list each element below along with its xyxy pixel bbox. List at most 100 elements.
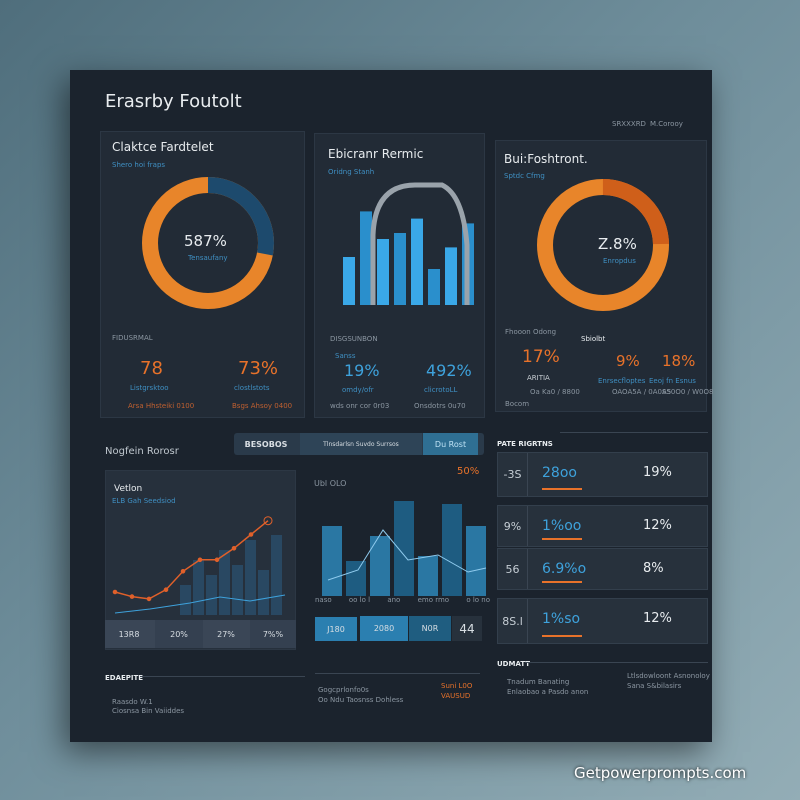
footer-item[interactable]: Sana S&bilasirs bbox=[627, 682, 682, 690]
footer-item[interactable]: Tnadum Banating bbox=[507, 678, 570, 686]
x-tick: oo lo l bbox=[348, 596, 371, 604]
stat-value: 73% bbox=[238, 358, 279, 379]
bar bbox=[411, 218, 423, 305]
footer-item[interactable]: Oo Ndu Taosnss Dohless bbox=[318, 696, 404, 704]
footer-item[interactable]: VAUSUD bbox=[441, 692, 471, 700]
top-link[interactable]: SRXXXRD bbox=[612, 120, 646, 128]
rate-right-value: 12% bbox=[643, 611, 672, 626]
divider bbox=[315, 673, 480, 674]
footer-item[interactable]: Ltlsdowloont Asnonoloy bbox=[627, 672, 710, 680]
line-point bbox=[146, 596, 152, 602]
stat-sub: wds onr cor 0r03 bbox=[330, 402, 390, 410]
tab-item[interactable]: Tlnsdarlsn Suvdo Surrsos bbox=[300, 433, 422, 455]
filter-button[interactable]: N0R bbox=[409, 616, 451, 641]
stat-cell[interactable]: 13R8 bbox=[118, 629, 140, 639]
card-title: Bui:Foshtront. bbox=[504, 152, 588, 166]
watermark: Getpowerprompts.com bbox=[574, 764, 747, 782]
background-bar bbox=[232, 565, 243, 615]
line-point bbox=[197, 557, 203, 563]
card-subtitle: Shero hoi fraps bbox=[112, 161, 166, 169]
filter-button[interactable]: 44 bbox=[452, 616, 482, 641]
rate-row[interactable]: 8S.l 1%so 12% bbox=[497, 598, 708, 644]
bar bbox=[377, 239, 389, 305]
donut-center-label: Enropdus bbox=[603, 257, 636, 265]
donut-center-label: Tensaufany bbox=[188, 254, 228, 262]
line-point bbox=[129, 594, 135, 599]
tab-item-active[interactable]: Du Rost bbox=[423, 433, 478, 455]
rate-row[interactable]: 9% 1%oo 12% bbox=[497, 505, 708, 547]
rate-progress bbox=[542, 581, 582, 583]
card-subtitle: Oridng Stanh bbox=[328, 168, 375, 176]
line-series-blue bbox=[114, 594, 286, 614]
background-bar bbox=[193, 560, 204, 615]
section-title: PATE RIGRTNS bbox=[497, 440, 553, 448]
top-link[interactable]: M.Corooy bbox=[650, 120, 683, 128]
section-label: Sbiolbt bbox=[581, 335, 606, 343]
stat-value: 492% bbox=[426, 361, 472, 380]
rate-value: 1%so bbox=[542, 611, 581, 627]
donut-center-value: Z.8% bbox=[598, 235, 637, 253]
line-point bbox=[248, 532, 254, 537]
card-title: Vetlon bbox=[114, 484, 143, 494]
bar bbox=[322, 526, 342, 596]
rate-key: 9% bbox=[498, 506, 528, 546]
stat-label: Eeoj fn Esnus bbox=[649, 377, 696, 385]
footer-item[interactable]: Raasdo W.1 bbox=[112, 698, 153, 706]
divider bbox=[140, 676, 305, 677]
section-title: UDMATT bbox=[497, 660, 531, 668]
badge: 50% bbox=[457, 466, 480, 477]
section-label: Fhooon Odong bbox=[505, 328, 557, 336]
bar bbox=[442, 504, 462, 596]
donut-segment-dark-orange bbox=[537, 179, 669, 311]
dashboard-title: Erasrby Foutolt bbox=[105, 91, 242, 112]
stat-value: 9% bbox=[616, 352, 640, 370]
stat-cell[interactable]: 7%% bbox=[250, 620, 296, 648]
line-point bbox=[163, 587, 169, 592]
stat-cell[interactable]: 20% bbox=[155, 620, 203, 648]
line-point bbox=[180, 569, 186, 574]
arch-decoration bbox=[370, 182, 470, 305]
section-label: FIDUSRMAL bbox=[112, 334, 153, 342]
rate-progress bbox=[542, 635, 582, 637]
stat-sub: Oa Ka0 / 8800 bbox=[530, 388, 580, 396]
footer-item[interactable]: Ciosnsa Bin Vaiiddes bbox=[112, 707, 185, 715]
stat-value: 17% bbox=[522, 347, 560, 367]
divider bbox=[560, 432, 708, 433]
stat-sub: Onsdotrs 0u70 bbox=[414, 402, 466, 410]
bar bbox=[343, 257, 355, 305]
x-tick: emo rmo bbox=[417, 596, 450, 604]
rate-value: 1%oo bbox=[542, 518, 582, 534]
bar-line-chart bbox=[322, 501, 487, 596]
background-bar bbox=[180, 585, 191, 615]
stat-cell[interactable]: 27% bbox=[217, 629, 235, 639]
line-point bbox=[231, 546, 237, 551]
footer-item[interactable]: Gogcprlonfo0s bbox=[318, 686, 369, 694]
stat-label: ARITIA bbox=[527, 374, 550, 382]
x-tick: ano bbox=[387, 596, 401, 604]
background-bar bbox=[219, 550, 230, 615]
rate-progress bbox=[542, 488, 582, 490]
stat-sub: Bsgs Ahsoy 0400 bbox=[232, 402, 293, 410]
rate-row[interactable]: -3S 28oo 19% bbox=[497, 452, 708, 497]
line-series bbox=[114, 520, 269, 600]
stat-label: Enrsecfloptes bbox=[598, 377, 646, 385]
rate-row[interactable]: 56 6.9%o 8% bbox=[497, 548, 708, 590]
line-chart bbox=[112, 516, 286, 615]
divider bbox=[525, 662, 708, 663]
tab-item[interactable]: BESOBOS bbox=[244, 439, 288, 449]
footer-item[interactable]: Suni L0O bbox=[441, 682, 473, 690]
card-subtitle: Sptdc Cfmg bbox=[504, 172, 545, 180]
stat-value: 78 bbox=[140, 358, 163, 379]
bar bbox=[370, 536, 390, 596]
donut-center-value: 587% bbox=[184, 232, 227, 250]
section-title: Nogfein Rorosr bbox=[105, 446, 179, 457]
stat-sub: Bocom bbox=[505, 400, 530, 408]
stat-sub: OAOA5A / 0A0A5 bbox=[612, 388, 672, 396]
filter-button[interactable]: 2080 bbox=[360, 616, 408, 641]
stat-label: clostlstots bbox=[234, 384, 270, 392]
footer-item[interactable]: Enlaobao a Pasdo anon bbox=[507, 688, 589, 696]
rate-right-value: 19% bbox=[643, 465, 672, 480]
rate-key: 8S.l bbox=[498, 599, 528, 643]
filter-button[interactable]: J180 bbox=[315, 617, 357, 641]
section-title: EDAEPITE bbox=[105, 674, 144, 682]
